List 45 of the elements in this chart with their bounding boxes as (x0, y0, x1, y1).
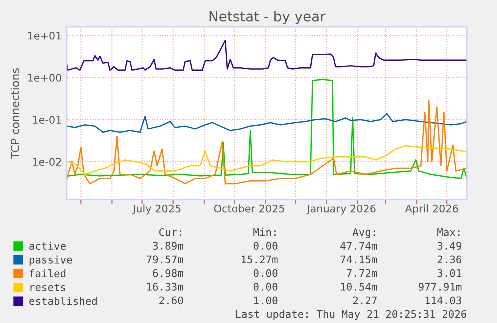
line-series (67, 113, 468, 134)
text: 7.72m (347, 269, 378, 278)
text: 977.91m (418, 283, 462, 291)
text: 74.15m (340, 256, 378, 264)
text: 0.00 (254, 242, 278, 250)
text: Last update: Thu May 21 20:25:31 2026 (236, 310, 467, 320)
legend-label: established (30, 297, 97, 306)
text: Cur: (160, 228, 182, 236)
line-series (67, 145, 468, 176)
legend-label: failed (30, 270, 66, 278)
text: Min: (254, 228, 276, 236)
line-series (67, 79, 468, 180)
x-tick-label: April 2026 (405, 204, 458, 215)
text: 0.00 (254, 269, 278, 278)
text: 3.49 (438, 242, 462, 250)
line-series (67, 100, 468, 185)
y-tick-label: 1e-01 (33, 116, 62, 124)
x-tick-label: July 2025 (132, 204, 181, 215)
text: Avg: (352, 228, 376, 238)
chart-title: Netstat - by year (210, 11, 326, 24)
text: 3.01 (438, 269, 462, 278)
text: 3.89m (153, 242, 184, 250)
text: Max: (438, 228, 460, 236)
y-tick-label: 1e+01 (28, 32, 62, 40)
legend-label: active (30, 242, 66, 250)
text: 79.57m (146, 256, 184, 264)
text: 15.27m (242, 256, 278, 264)
text: 2.60 (160, 296, 184, 305)
text: 6.98m (153, 269, 184, 278)
legend-label: resets (30, 284, 66, 292)
text: 2.36 (438, 256, 462, 264)
x-tick-label: October 2025 (214, 204, 284, 213)
text: 114.03 (426, 296, 462, 305)
legend-label: passive (30, 256, 72, 266)
y-axis-title: TCP connections (10, 68, 20, 160)
x-tick-label: January 2026 (306, 204, 376, 215)
line-series (67, 40, 468, 72)
y-tick-label: 1e+00 (28, 74, 62, 82)
text: 10.54m (341, 283, 378, 291)
y-tick-label: 1e-02 (33, 158, 62, 166)
text: 47.74m (340, 242, 378, 250)
text: 0.00 (254, 283, 278, 291)
text: 16.33m (148, 283, 184, 291)
text: 1.00 (254, 296, 278, 305)
text: 2.27 (353, 296, 377, 304)
